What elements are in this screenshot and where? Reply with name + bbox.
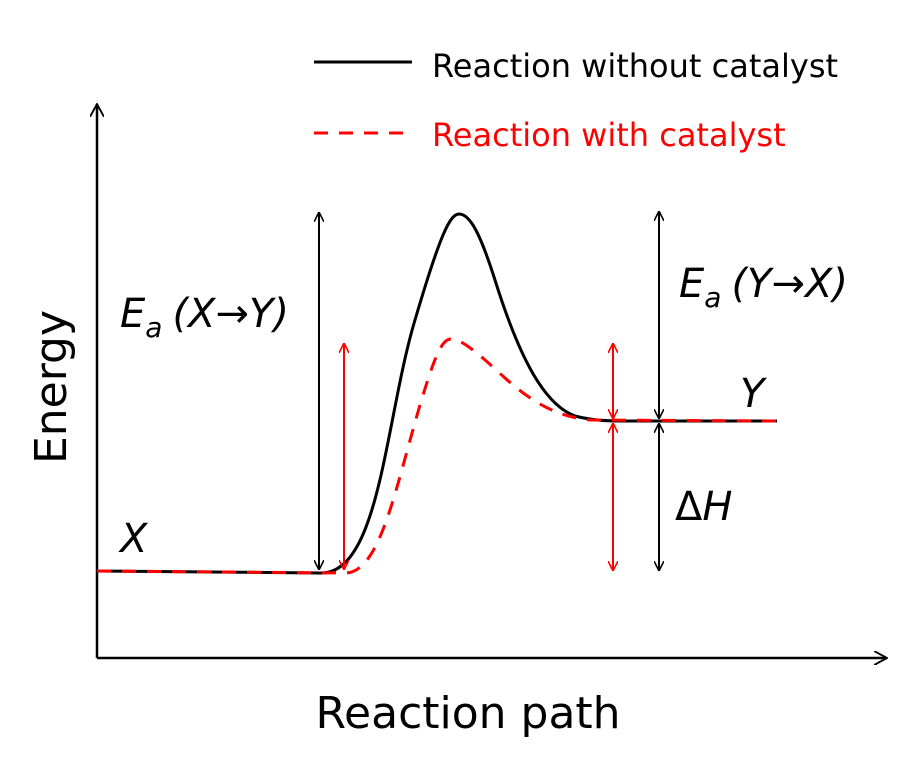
y-axis-label: Energy <box>26 310 77 464</box>
delta-symbol: Δ <box>675 484 703 530</box>
reactant-label: X <box>118 516 149 562</box>
legend-catalyzed-label: Reaction with catalyst <box>432 116 786 154</box>
ea-forward-symbol: E <box>120 291 146 337</box>
ea-forward-expression: (X→Y) <box>172 291 289 337</box>
uncatalyzed-curve <box>96 212 777 575</box>
ea-reverse-label: Ea (Y→X) <box>679 261 848 314</box>
ea-forward-subscript: a <box>145 311 162 344</box>
ea-forward-label: Ea (X→Y) <box>120 291 289 344</box>
ea-reverse-expression: (Y→X) <box>731 261 848 307</box>
legend-uncatalyzed-label: Reaction without catalyst <box>432 47 838 85</box>
x-axis-label: Reaction path <box>315 688 620 739</box>
catalyzed-curve <box>96 337 778 575</box>
ea-reverse-symbol: E <box>679 261 705 307</box>
ea-reverse-subscript: a <box>704 281 721 314</box>
delta-h-label: ΔH <box>675 484 732 530</box>
enthalpy-symbol: H <box>702 484 732 530</box>
product-label: Y <box>740 371 768 417</box>
